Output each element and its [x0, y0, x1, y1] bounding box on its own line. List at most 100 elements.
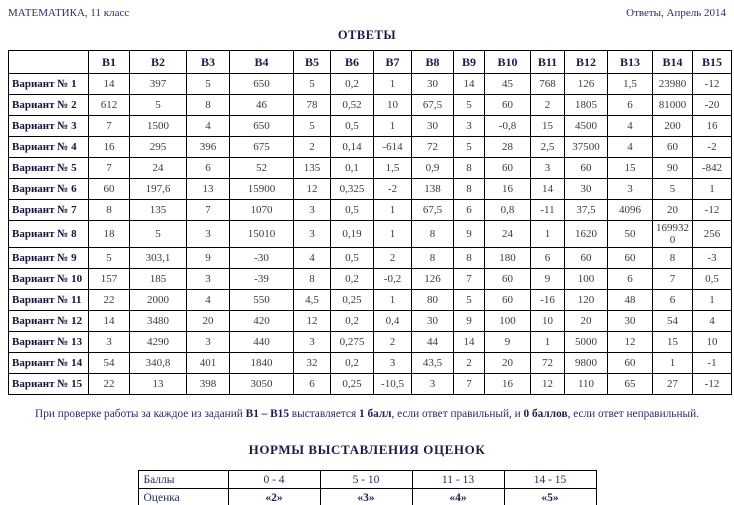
answer-cell: 8 [293, 268, 331, 291]
grade-cell: «5» [503, 488, 597, 505]
answer-cell: 5 [293, 115, 331, 137]
table-row: Вариант № 4 16 295 396 675 2 0,14 -614 72 5 28 2,5 3… [8, 136, 732, 158]
answer-cell: 30 [607, 310, 653, 333]
answer-cell: 15 [607, 157, 653, 179]
answer-cell: 2 [530, 94, 565, 116]
answer-cell: 16 [88, 136, 130, 158]
answer-cell: 1 [692, 289, 732, 312]
answer-cell: 120 [564, 289, 608, 312]
column-header: В15 [692, 50, 732, 74]
answer-cell: 24 [484, 219, 531, 249]
score-range-cell: 11 - 13 [411, 470, 505, 490]
answer-cell: 401 [186, 352, 230, 375]
grade-cell: «4» [411, 488, 505, 505]
column-header: В5 [293, 50, 331, 74]
answer-cell: -614 [373, 136, 412, 158]
answer-cell: 1 [373, 199, 412, 221]
answer-cell: 0,25 [330, 289, 374, 312]
answer-cell: 10 [530, 310, 565, 333]
answer-cell: 2 [373, 331, 412, 354]
answer-cell: 8 [411, 219, 454, 249]
answer-cell: 5 [453, 289, 485, 312]
column-header: В4 [229, 50, 294, 74]
answer-cell: -39 [229, 268, 294, 291]
answer-cell: 1620 [564, 219, 608, 249]
answer-cell: 6 [607, 268, 653, 291]
grading-norms-title: НОРМЫ ВЫСТАВЛЕНИЯ ОЦЕНОК [248, 442, 486, 458]
note-segment: выставляется [288, 408, 359, 421]
answer-cell: 30 [411, 73, 454, 95]
answer-cell: 15900 [229, 178, 294, 200]
score-range-cell: 14 - 15 [503, 470, 597, 490]
column-header: В10 [484, 50, 531, 74]
answer-cell: 1070 [229, 199, 294, 221]
table-row: Вариант № 10 157 185 3 -39 8 0,2 -0,2 126 7 60 9 100… [8, 268, 732, 291]
variant-label: Вариант № 1 [8, 73, 89, 95]
answer-cell: 2 [373, 247, 412, 270]
answer-cell: 0,4 [373, 310, 412, 333]
answer-cell: 650 [229, 115, 294, 137]
table-row: Оценка «2» «3» «4» «5» [137, 488, 597, 505]
answer-cell: 5 [652, 178, 693, 200]
answer-cell: 398 [186, 373, 230, 396]
answer-cell: -12 [692, 199, 732, 221]
answer-cell: 22 [88, 373, 130, 396]
answer-cell: 8 [453, 178, 485, 200]
answer-cell: 12 [293, 178, 331, 200]
answer-cell: 6 [607, 94, 653, 116]
answer-cell: 12 [607, 331, 653, 354]
answer-cell: 185 [129, 268, 187, 291]
answer-cell: 3 [293, 199, 331, 221]
answer-cell: 6 [293, 373, 331, 396]
column-header: В6 [330, 50, 374, 74]
column-header: В2 [129, 50, 187, 74]
answer-cell: 60 [484, 268, 531, 291]
answer-cell: 3480 [129, 310, 187, 333]
table-row: Вариант № 13 3 4290 3 440 3 0,275 2 44 14 9 1 5000 12… [8, 331, 732, 354]
answer-cell: 5 [88, 247, 130, 270]
answer-cell: 8 [453, 247, 485, 270]
answer-cell: 5 [453, 136, 485, 158]
date-label: Ответы, Апрель 2014 [626, 7, 726, 19]
answer-cell: 45 [484, 73, 531, 95]
answer-cell: 5 [129, 219, 187, 249]
answer-cell: 7 [453, 268, 485, 291]
column-header: В3 [186, 50, 230, 74]
answer-cell: 135 [129, 199, 187, 221]
answer-cell: 4,5 [293, 289, 331, 312]
answer-cell: 1 [692, 178, 732, 200]
answer-cell: -1 [692, 352, 732, 375]
answer-cell: 9 [484, 331, 531, 354]
answer-cell: 60 [484, 94, 531, 116]
answer-cell: 14 [453, 331, 485, 354]
answer-cell: 2 [453, 352, 485, 375]
variant-label: Вариант № 10 [8, 268, 89, 291]
answer-cell: 60 [564, 247, 608, 270]
answer-cell: 200 [652, 115, 693, 137]
answer-cell: 0,5 [692, 268, 732, 291]
answer-cell: 8 [186, 94, 230, 116]
answer-cell: 612 [88, 94, 130, 116]
answer-cell: 48 [607, 289, 653, 312]
answer-cell: 60 [88, 178, 130, 200]
answer-cell: 3 [373, 352, 412, 375]
answer-cell: 1 [530, 331, 565, 354]
answer-cell: 37,5 [564, 199, 608, 221]
answer-cell: 9 [186, 247, 230, 270]
answer-cell: 30 [411, 310, 454, 333]
variant-label: Вариант № 12 [8, 310, 89, 333]
answer-cell: 67,5 [411, 94, 454, 116]
answer-cell: -12 [692, 373, 732, 396]
answer-cell: 4 [692, 310, 732, 333]
table-row: Вариант № 8 18 5 3 15010 3 0,19 1 8 9 24 1 1620 50 169… [8, 219, 732, 249]
answer-cell: 18 [88, 219, 130, 249]
answer-cell: 16 [484, 178, 531, 200]
column-header: В7 [373, 50, 412, 74]
answer-cell: 6 [453, 199, 485, 221]
answer-cell: 100 [564, 268, 608, 291]
variant-label: Вариант № 4 [8, 136, 89, 158]
answer-cell: 303,1 [129, 247, 187, 270]
answer-cell: 3 [293, 331, 331, 354]
answer-cell: 60 [564, 157, 608, 179]
